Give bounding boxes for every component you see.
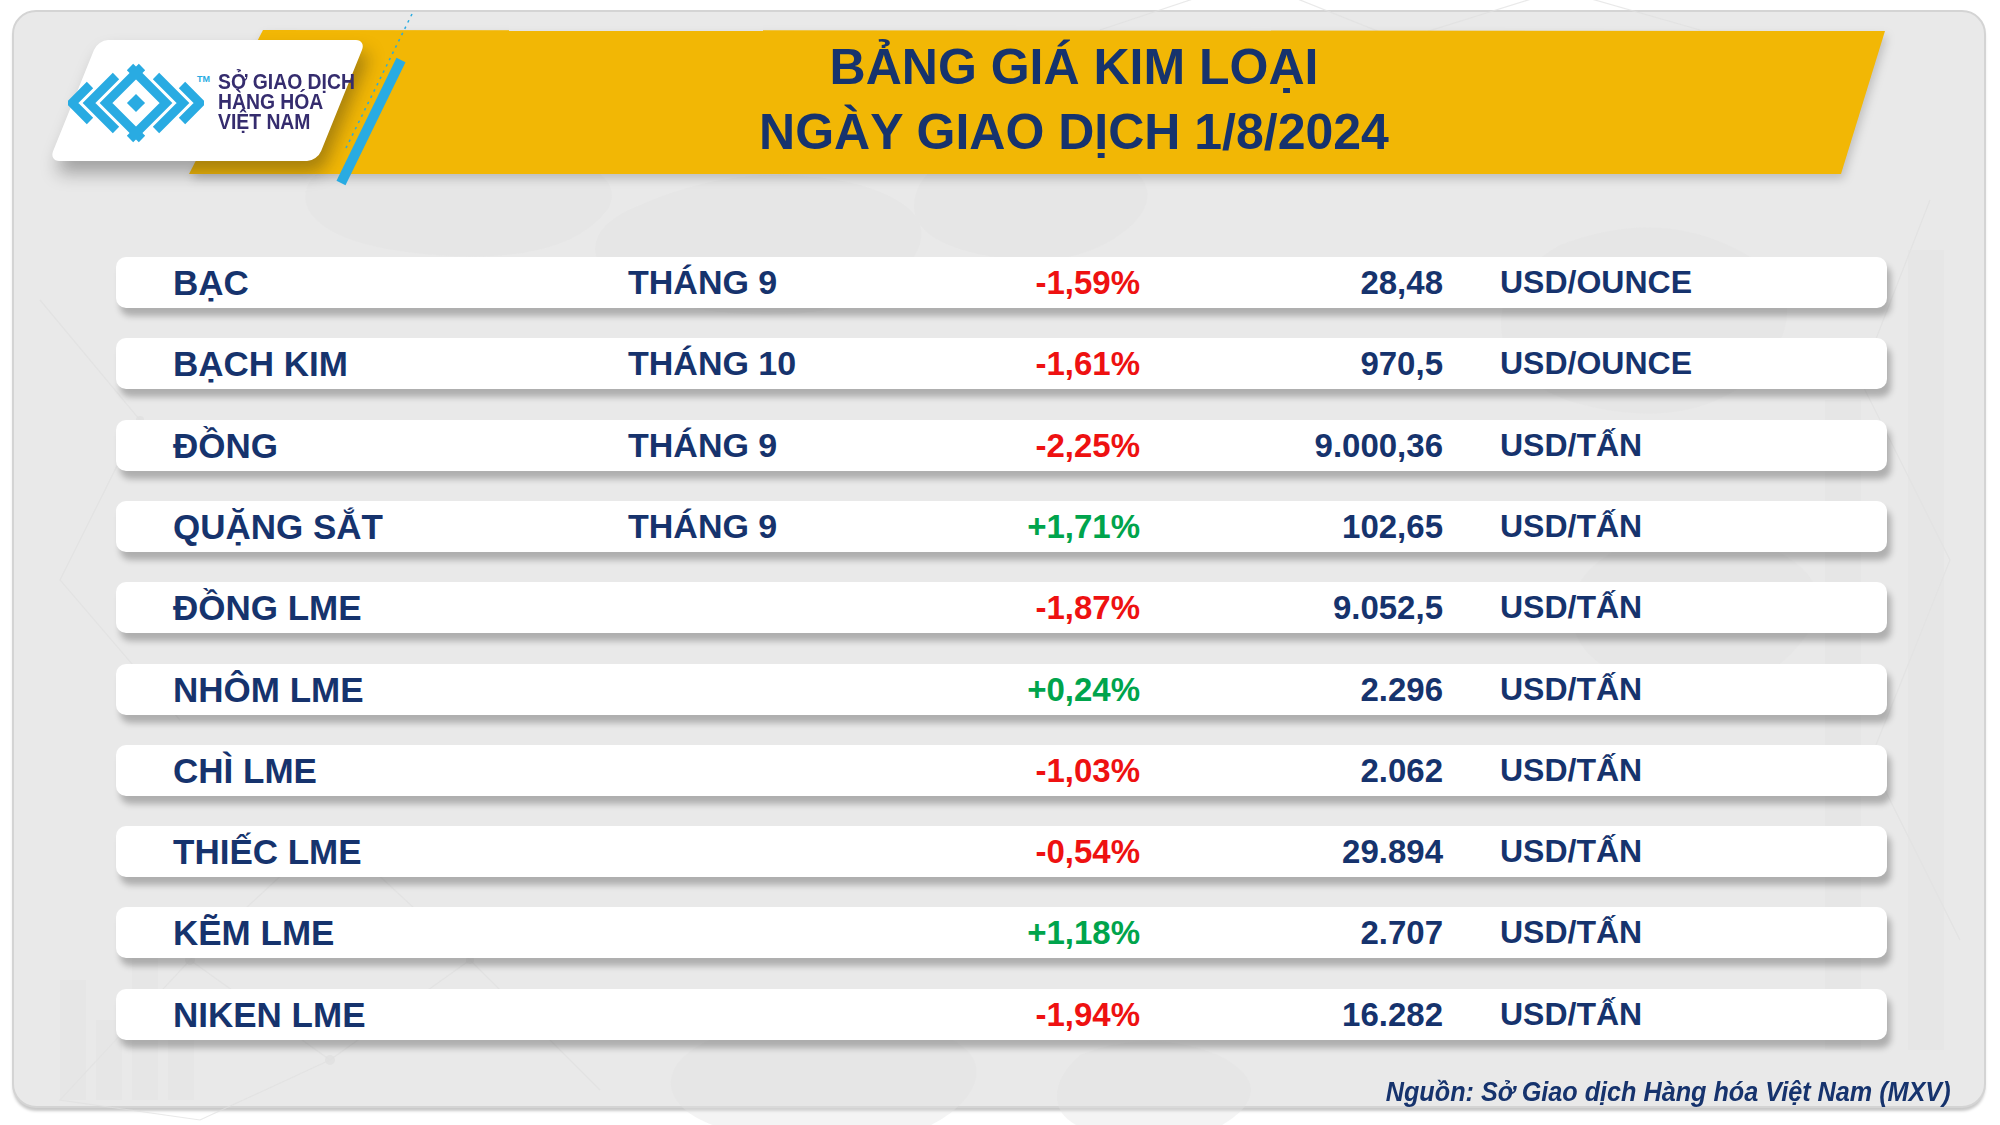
price-unit: USD/TẤN bbox=[1500, 664, 1642, 715]
commodity-name: ĐỒNG LME bbox=[173, 582, 362, 633]
price-value: 102,65 bbox=[1342, 501, 1443, 552]
price-value: 970,5 bbox=[1360, 338, 1443, 389]
price-value: 2.296 bbox=[1360, 664, 1443, 715]
commodity-name: BẠC bbox=[173, 257, 249, 308]
change-percent: -1,94% bbox=[1035, 989, 1140, 1040]
contract-month: THÁNG 10 bbox=[628, 338, 796, 389]
change-percent: -2,25% bbox=[1035, 420, 1140, 471]
table-row: KẼM LME +1,18% 2.707 USD/TẤN bbox=[116, 907, 1887, 958]
page-title: BẢNG GIÁ KIM LOẠI NGÀY GIAO DỊCH 1/8/202… bbox=[263, 35, 1885, 165]
price-value: 16.282 bbox=[1342, 989, 1443, 1040]
change-percent: -1,61% bbox=[1035, 338, 1140, 389]
price-value: 9.052,5 bbox=[1333, 582, 1443, 633]
contract-month: THÁNG 9 bbox=[628, 257, 777, 308]
table-row: QUẶNG SẮT THÁNG 9 +1,71% 102,65 USD/TẤN bbox=[116, 501, 1887, 552]
price-value: 29.894 bbox=[1342, 826, 1443, 877]
price-unit: USD/TẤN bbox=[1500, 501, 1642, 552]
table-row: CHÌ LME -1,03% 2.062 USD/TẤN bbox=[116, 745, 1887, 796]
change-percent: -1,03% bbox=[1035, 745, 1140, 796]
source-caption: Nguồn: Sở Giao dịch Hàng hóa Việt Nam (M… bbox=[1386, 1076, 1951, 1108]
change-percent: +0,24% bbox=[1027, 664, 1140, 715]
price-unit: USD/TẤN bbox=[1500, 989, 1642, 1040]
commodity-name: BẠCH KIM bbox=[173, 338, 348, 389]
change-percent: -1,59% bbox=[1035, 257, 1140, 308]
contract-month: THÁNG 9 bbox=[628, 501, 777, 552]
table-row: THIẾC LME -0,54% 29.894 USD/TẤN bbox=[116, 826, 1887, 877]
price-value: 2.707 bbox=[1360, 907, 1443, 958]
title-line-2: NGÀY GIAO DỊCH 1/8/2024 bbox=[263, 100, 1885, 165]
title-line-1: BẢNG GIÁ KIM LOẠI bbox=[263, 35, 1885, 100]
table-row: BẠC THÁNG 9 -1,59% 28,48 USD/OUNCE bbox=[116, 257, 1887, 308]
decorative-slash bbox=[0, 0, 500, 220]
contract-month: THÁNG 9 bbox=[628, 420, 777, 471]
table-row: ĐỒNG LME -1,87% 9.052,5 USD/TẤN bbox=[116, 582, 1887, 633]
commodity-name: QUẶNG SẮT bbox=[173, 501, 383, 552]
price-unit: USD/TẤN bbox=[1500, 907, 1642, 958]
price-value: 2.062 bbox=[1360, 745, 1443, 796]
table-row: BẠCH KIM THÁNG 10 -1,61% 970,5 USD/OUNCE bbox=[116, 338, 1887, 389]
commodity-name: NHÔM LME bbox=[173, 664, 364, 715]
commodity-name: THIẾC LME bbox=[173, 826, 362, 877]
commodity-name: KẼM LME bbox=[173, 907, 334, 958]
change-percent: +1,71% bbox=[1027, 501, 1140, 552]
price-unit: USD/TẤN bbox=[1500, 826, 1642, 877]
change-percent: -1,87% bbox=[1035, 582, 1140, 633]
change-percent: -0,54% bbox=[1035, 826, 1140, 877]
price-unit: USD/TẤN bbox=[1500, 745, 1642, 796]
price-value: 28,48 bbox=[1360, 257, 1443, 308]
table-row: NHÔM LME +0,24% 2.296 USD/TẤN bbox=[116, 664, 1887, 715]
commodity-name: NIKEN LME bbox=[173, 989, 366, 1040]
table-row: ĐỒNG THÁNG 9 -2,25% 9.000,36 USD/TẤN bbox=[116, 420, 1887, 471]
price-unit: USD/TẤN bbox=[1500, 420, 1642, 471]
commodity-name: ĐỒNG bbox=[173, 420, 278, 471]
price-unit: USD/OUNCE bbox=[1500, 257, 1692, 308]
price-unit: USD/TẤN bbox=[1500, 582, 1642, 633]
commodity-name: CHÌ LME bbox=[173, 745, 317, 796]
table-row: NIKEN LME -1,94% 16.282 USD/TẤN bbox=[116, 989, 1887, 1040]
change-percent: +1,18% bbox=[1027, 907, 1140, 958]
price-value: 9.000,36 bbox=[1315, 420, 1443, 471]
price-unit: USD/OUNCE bbox=[1500, 338, 1692, 389]
page: BẢNG GIÁ KIM LOẠI NGÀY GIAO DỊCH 1/8/202… bbox=[0, 0, 2000, 1125]
